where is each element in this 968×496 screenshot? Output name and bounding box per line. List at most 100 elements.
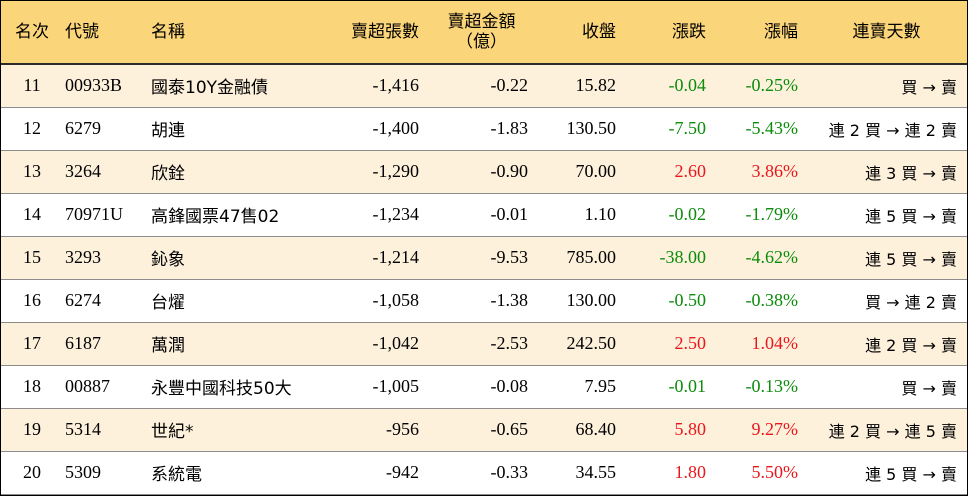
- rank-cell: 17: [1, 322, 63, 366]
- streak-cell: 連 5 買 → 賣: [806, 451, 967, 495]
- table-row[interactable]: 17 6187 萬潤 -1,042 -2.53 242.50 2.50 1.04% 連 2 買 …: [1, 322, 967, 366]
- price-change-cell: -0.01: [624, 365, 714, 409]
- stock-code-cell[interactable]: 3293: [63, 236, 149, 280]
- close-price-cell: 242.50: [536, 322, 624, 366]
- header-net-sell-amount-line1: 賣超金額: [447, 12, 516, 32]
- net-sell-amount-cell: -0.08: [427, 365, 536, 409]
- stock-name-cell[interactable]: 鈊象: [149, 236, 324, 280]
- net-sell-amount-cell: -9.53: [427, 236, 536, 280]
- price-change-cell: -7.50: [624, 107, 714, 151]
- price-change-cell: 1.80: [624, 451, 714, 495]
- net-sell-amount-cell: -0.65: [427, 408, 536, 452]
- streak-cell: 買 → 連 2 賣: [806, 279, 967, 323]
- price-change-cell: -38.00: [624, 236, 714, 280]
- table-row[interactable]: 11 00933B 國泰10Y金融債 -1,416 -0.22 15.82 -0.04 -0.…: [1, 64, 967, 108]
- header-code[interactable]: 代號: [63, 1, 149, 65]
- change-percent-cell: 3.86%: [714, 150, 806, 194]
- table-row[interactable]: 19 5314 世紀* -956 -0.65 68.40 5.80 9.27% 連 2 買 → …: [1, 408, 967, 452]
- rank-cell: 16: [1, 279, 63, 323]
- stock-code-cell[interactable]: 00933B: [63, 64, 149, 108]
- header-change[interactable]: 漲跌: [624, 1, 714, 65]
- table-row[interactable]: 15 3293 鈊象 -1,214 -9.53 785.00 -38.00 -4.62% 連 5…: [1, 236, 967, 280]
- table-row[interactable]: 14 70971U 高鋒國票47售02 -1,234 -0.01 1.10 -0.02 -1.…: [1, 193, 967, 237]
- close-price-cell: 68.40: [536, 408, 624, 452]
- header-change-pct[interactable]: 漲幅: [714, 1, 806, 65]
- change-percent-cell: 1.04%: [714, 322, 806, 366]
- price-change-cell: 5.80: [624, 408, 714, 452]
- price-change-cell: -0.50: [624, 279, 714, 323]
- header-net-sell-amount-line2: （億）: [456, 32, 507, 52]
- header-name[interactable]: 名稱: [149, 1, 324, 65]
- stock-name-cell[interactable]: 永豐中國科技50大: [149, 365, 324, 409]
- net-sell-shares-cell: -942: [324, 451, 427, 495]
- close-price-cell: 34.55: [536, 451, 624, 495]
- change-percent-cell: 9.27%: [714, 408, 806, 452]
- net-sell-shares-cell: -1,234: [324, 193, 427, 237]
- stock-name-cell[interactable]: 高鋒國票47售02: [149, 193, 324, 237]
- stock-name-cell[interactable]: 欣銓: [149, 150, 324, 194]
- net-sell-amount-cell: -0.22: [427, 64, 536, 108]
- net-sell-amount-cell: -1.38: [427, 279, 536, 323]
- net-sell-amount-cell: -1.83: [427, 107, 536, 151]
- streak-cell: 買 → 賣: [806, 365, 967, 409]
- price-change-cell: -0.04: [624, 64, 714, 108]
- close-price-cell: 130.00: [536, 279, 624, 323]
- header-rank[interactable]: 名次: [1, 1, 63, 65]
- close-price-cell: 130.50: [536, 107, 624, 151]
- rank-cell: 14: [1, 193, 63, 237]
- close-price-cell: 1.10: [536, 193, 624, 237]
- table-row[interactable]: 16 6274 台燿 -1,058 -1.38 130.00 -0.50 -0.38% 買 → …: [1, 279, 967, 323]
- table-row[interactable]: 20 5309 系統電 -942 -0.33 34.55 1.80 5.50% 連 5 買 → …: [1, 451, 967, 495]
- stock-name-cell[interactable]: 系統電: [149, 451, 324, 495]
- streak-cell: 連 3 買 → 賣: [806, 150, 967, 194]
- net-sell-shares-cell: -1,290: [324, 150, 427, 194]
- header-net-sell-shares[interactable]: 賣超張數: [324, 1, 427, 65]
- close-price-cell: 15.82: [536, 64, 624, 108]
- net-sell-amount-cell: -0.01: [427, 193, 536, 237]
- stock-code-cell[interactable]: 5314: [63, 408, 149, 452]
- stock-name-cell[interactable]: 台燿: [149, 279, 324, 323]
- change-percent-cell: -0.38%: [714, 279, 806, 323]
- change-percent-cell: 5.50%: [714, 451, 806, 495]
- table-row[interactable]: 13 3264 欣銓 -1,290 -0.90 70.00 2.60 3.86% 連 3 買 →…: [1, 150, 967, 194]
- header-close[interactable]: 收盤: [536, 1, 624, 65]
- table-row[interactable]: 18 00887 永豐中國科技50大 -1,005 -0.08 7.95 -0.01 -0.1…: [1, 365, 967, 409]
- change-percent-cell: -0.13%: [714, 365, 806, 409]
- stock-code-cell[interactable]: 00887: [63, 365, 149, 409]
- net-sell-amount-cell: -0.90: [427, 150, 536, 194]
- rank-cell: 18: [1, 365, 63, 409]
- rank-cell: 13: [1, 150, 63, 194]
- rank-cell: 15: [1, 236, 63, 280]
- table-body: 11 00933B 國泰10Y金融債 -1,416 -0.22 15.82 -0.04 -0.…: [1, 64, 967, 495]
- streak-cell: 連 5 買 → 賣: [806, 236, 967, 280]
- stock-name-cell[interactable]: 萬潤: [149, 322, 324, 366]
- table-header-row: 名次 代號 名稱 賣超張數 賣超金額 （億） 收盤 漲跌 漲幅 連賣天數: [1, 1, 967, 65]
- price-change-cell: 2.60: [624, 150, 714, 194]
- streak-cell: 連 5 買 → 賣: [806, 193, 967, 237]
- net-sell-shares-cell: -1,400: [324, 107, 427, 151]
- net-sell-shares-cell: -1,214: [324, 236, 427, 280]
- change-percent-cell: -4.62%: [714, 236, 806, 280]
- streak-cell: 買 → 賣: [806, 64, 967, 108]
- streak-cell: 連 2 買 → 賣: [806, 322, 967, 366]
- change-percent-cell: -1.79%: [714, 193, 806, 237]
- stock-name-cell[interactable]: 胡連: [149, 107, 324, 151]
- stock-name-cell[interactable]: 世紀*: [149, 408, 324, 452]
- stock-code-cell[interactable]: 6187: [63, 322, 149, 366]
- stock-code-cell[interactable]: 5309: [63, 451, 149, 495]
- net-sell-amount-cell: -2.53: [427, 322, 536, 366]
- table-row[interactable]: 12 6279 胡連 -1,400 -1.83 130.50 -7.50 -5.43% 連 2 …: [1, 107, 967, 151]
- header-streak[interactable]: 連賣天數: [806, 1, 967, 65]
- stock-code-cell[interactable]: 6279: [63, 107, 149, 151]
- rank-cell: 11: [1, 64, 63, 108]
- stock-code-cell[interactable]: 6274: [63, 279, 149, 323]
- header-net-sell-amount[interactable]: 賣超金額 （億）: [427, 1, 536, 65]
- close-price-cell: 70.00: [536, 150, 624, 194]
- rank-cell: 20: [1, 451, 63, 495]
- stock-code-cell[interactable]: 3264: [63, 150, 149, 194]
- stock-code-cell[interactable]: 70971U: [63, 193, 149, 237]
- streak-cell: 連 2 買 → 連 5 賣: [806, 408, 967, 452]
- stock-name-cell[interactable]: 國泰10Y金融債: [149, 64, 324, 108]
- change-percent-cell: -5.43%: [714, 107, 806, 151]
